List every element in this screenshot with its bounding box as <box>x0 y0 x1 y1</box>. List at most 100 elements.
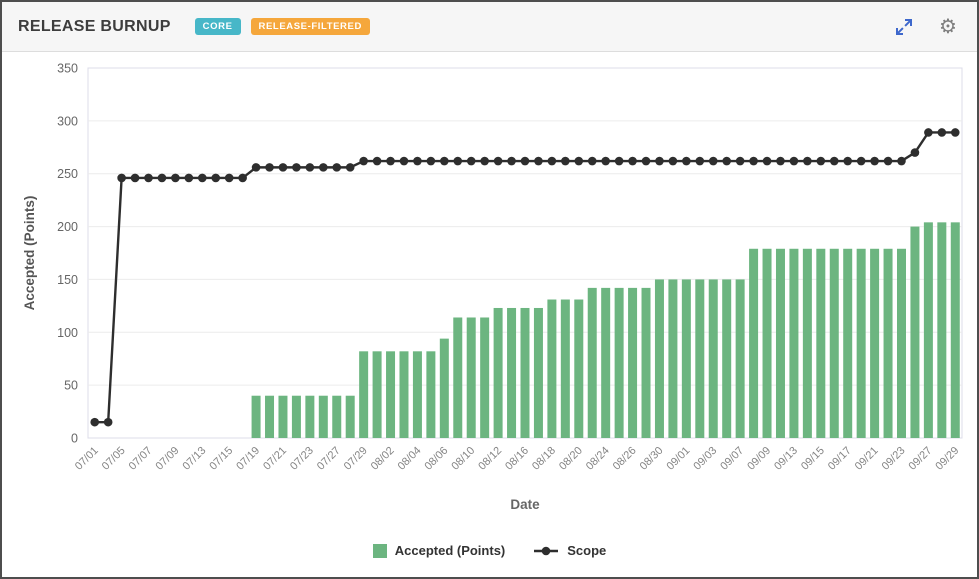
scope-point[interactable] <box>789 156 799 166</box>
scope-point[interactable] <box>90 417 100 427</box>
accepted-bar[interactable] <box>937 222 947 438</box>
scope-point[interactable] <box>197 173 207 183</box>
scope-point[interactable] <box>816 156 826 166</box>
scope-point[interactable] <box>292 163 301 172</box>
accepted-bar[interactable] <box>708 279 718 438</box>
accepted-bar[interactable] <box>695 279 705 438</box>
scope-point[interactable] <box>130 173 140 183</box>
scope-point[interactable] <box>762 156 772 166</box>
accepted-bar[interactable] <box>426 351 436 438</box>
accepted-bar[interactable] <box>439 338 449 438</box>
scope-point[interactable] <box>735 156 745 166</box>
accepted-bar[interactable] <box>332 395 342 438</box>
accepted-bar[interactable] <box>762 248 772 438</box>
scope-point[interactable] <box>265 163 274 172</box>
scope-point[interactable] <box>144 173 153 183</box>
scope-point[interactable] <box>749 156 758 166</box>
accepted-bar[interactable] <box>628 287 638 438</box>
scope-point[interactable] <box>507 156 516 166</box>
accepted-bar[interactable] <box>399 351 409 438</box>
scope-point[interactable] <box>587 156 597 166</box>
scope-point[interactable] <box>157 173 167 183</box>
scope-point[interactable] <box>184 173 194 183</box>
accepted-bar[interactable] <box>587 287 597 438</box>
scope-point[interactable] <box>614 156 624 166</box>
scope-point[interactable] <box>372 156 382 166</box>
accepted-bar[interactable] <box>574 299 584 438</box>
scope-point[interactable] <box>695 156 705 166</box>
scope-point[interactable] <box>843 156 853 166</box>
scope-point[interactable] <box>238 173 247 183</box>
accepted-bar[interactable] <box>480 317 490 438</box>
accepted-bar[interactable] <box>870 248 880 438</box>
scope-point[interactable] <box>708 156 718 166</box>
scope-point[interactable] <box>856 156 866 166</box>
accepted-bar[interactable] <box>829 248 839 438</box>
accepted-bar[interactable] <box>466 317 476 438</box>
accepted-bar[interactable] <box>816 248 826 438</box>
scope-point[interactable] <box>937 128 947 137</box>
accepted-bar[interactable] <box>654 279 664 438</box>
scope-point[interactable] <box>924 128 933 137</box>
accepted-bar[interactable] <box>614 287 624 438</box>
scope-point[interactable] <box>305 163 315 172</box>
accepted-bar[interactable] <box>910 226 920 438</box>
accepted-bar[interactable] <box>372 351 382 438</box>
accepted-bar[interactable] <box>305 395 315 438</box>
scope-point[interactable] <box>628 156 637 166</box>
scope-point[interactable] <box>829 156 839 166</box>
scope-point[interactable] <box>682 156 691 166</box>
scope-point[interactable] <box>870 156 879 166</box>
scope-point[interactable] <box>359 156 368 166</box>
accepted-bar[interactable] <box>722 279 732 438</box>
accepted-bar[interactable] <box>386 351 396 438</box>
scope-point[interactable] <box>224 173 234 183</box>
accepted-bar[interactable] <box>265 395 275 438</box>
accepted-bar[interactable] <box>291 395 301 438</box>
scope-point[interactable] <box>171 173 180 183</box>
scope-point[interactable] <box>480 156 489 166</box>
accepted-bar[interactable] <box>735 279 745 438</box>
accepted-bar[interactable] <box>412 351 422 438</box>
accepted-bar[interactable] <box>749 248 759 438</box>
accepted-bar[interactable] <box>318 395 328 438</box>
accepted-bar[interactable] <box>950 222 960 438</box>
scope-point[interactable] <box>722 156 731 166</box>
accepted-bar[interactable] <box>345 395 355 438</box>
settings-button[interactable]: ⚙ <box>935 14 961 40</box>
legend-item-scope[interactable]: Scope <box>533 543 606 558</box>
scope-point[interactable] <box>641 156 651 166</box>
scope-point[interactable] <box>776 156 785 166</box>
accepted-bar[interactable] <box>775 248 785 438</box>
scope-point[interactable] <box>803 156 812 166</box>
scope-point[interactable] <box>466 156 476 166</box>
scope-point[interactable] <box>345 163 355 172</box>
scope-point[interactable] <box>103 417 113 427</box>
accepted-bar[interactable] <box>883 248 893 438</box>
accepted-bar[interactable] <box>641 287 651 438</box>
accepted-bar[interactable] <box>896 248 906 438</box>
accepted-bar[interactable] <box>923 222 933 438</box>
scope-point[interactable] <box>493 156 503 166</box>
scope-point[interactable] <box>601 156 610 166</box>
scope-point[interactable] <box>386 156 395 166</box>
accepted-bar[interactable] <box>560 299 570 438</box>
scope-point[interactable] <box>655 156 664 166</box>
scope-point[interactable] <box>332 163 342 172</box>
accepted-bar[interactable] <box>681 279 691 438</box>
scope-point[interactable] <box>547 156 557 166</box>
accepted-bar[interactable] <box>789 248 799 438</box>
scope-point[interactable] <box>278 163 288 172</box>
accepted-bar[interactable] <box>520 307 530 438</box>
scope-point[interactable] <box>426 156 436 166</box>
accepted-bar[interactable] <box>453 317 463 438</box>
expand-button[interactable] <box>891 14 917 40</box>
accepted-bar[interactable] <box>507 307 517 438</box>
accepted-bar[interactable] <box>856 248 866 438</box>
accepted-bar[interactable] <box>547 299 557 438</box>
accepted-bar[interactable] <box>278 395 288 438</box>
accepted-bar[interactable] <box>601 287 611 438</box>
scope-point[interactable] <box>561 156 570 166</box>
accepted-bar[interactable] <box>843 248 853 438</box>
scope-point[interactable] <box>910 148 920 157</box>
